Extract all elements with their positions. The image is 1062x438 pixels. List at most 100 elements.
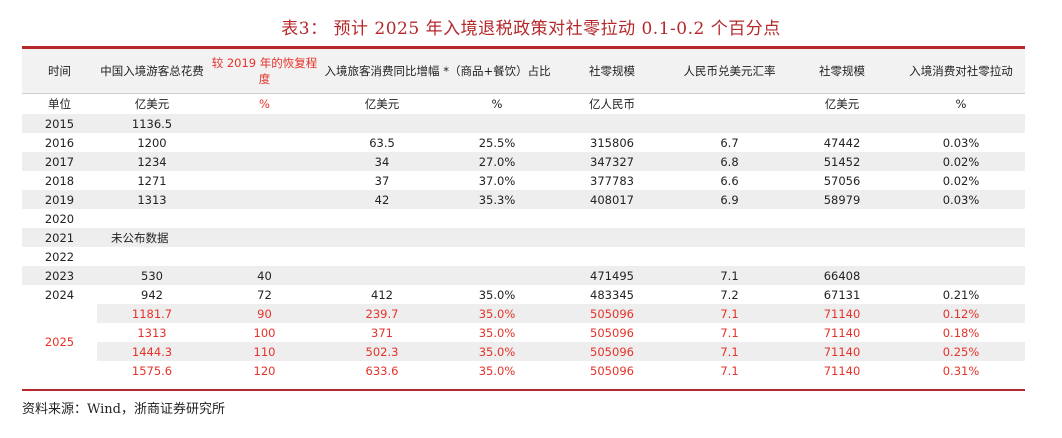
table-cell	[787, 228, 897, 247]
unit-cell: 亿美元	[97, 93, 207, 114]
table-cell	[442, 266, 552, 285]
table-cell	[552, 228, 672, 247]
table-cell: 66408	[787, 266, 897, 285]
year-cell: 2025	[22, 304, 97, 380]
table-cell: 100	[253, 325, 276, 340]
table-cell	[787, 209, 897, 228]
table-cell: 1313	[97, 190, 207, 209]
table-cell: 0.03%	[897, 190, 1025, 209]
table-cell	[207, 133, 322, 152]
table-cell: 7.1	[720, 363, 739, 378]
unit-cell	[672, 93, 787, 114]
table-cell: 1234	[97, 152, 207, 171]
table-cell	[897, 266, 1025, 285]
forecast-row: 1444.3 110 502.3 35.0% 505096 7.1 71140 0.25%	[22, 342, 1025, 361]
table-cell	[207, 228, 322, 247]
header-cell: 社零规模	[552, 49, 672, 94]
table-row: 2015 1136.5	[22, 114, 1025, 133]
table-cell: 27.0%	[442, 152, 552, 171]
table-cell	[207, 114, 322, 133]
table-cell: 37.0%	[478, 173, 516, 188]
table-cell	[322, 114, 442, 133]
table-cell	[442, 209, 552, 228]
table-cell: 37	[374, 173, 390, 188]
header-cell: 时间	[22, 49, 97, 94]
table-cell: 483345	[590, 287, 634, 302]
unit-cell: %	[442, 93, 552, 114]
table-cell	[672, 114, 787, 133]
table-cell: 408017	[552, 190, 672, 209]
data-table: 时间 中国入境游客总花费 较 2019 年的恢复程度 入境旅客消费同比增幅 *（…	[22, 49, 1025, 380]
table-cell	[672, 209, 787, 228]
table-cell: 0.03%	[942, 135, 980, 150]
table-cell: 1200	[137, 135, 167, 150]
table-row: 2022	[22, 247, 1025, 266]
table-cell: 67131	[823, 287, 861, 302]
table-cell: 505096	[590, 325, 634, 340]
table-cell: 40	[207, 266, 322, 285]
table-cell: 35.0%	[478, 325, 516, 340]
table-cell	[787, 247, 897, 266]
table-cell	[207, 152, 322, 171]
table-cell: 1575.6	[131, 363, 173, 378]
year-cell: 2016	[44, 135, 75, 150]
table-cell: 35.3%	[442, 190, 552, 209]
table-cell: 1271	[137, 173, 167, 188]
table-cell: 942	[141, 287, 163, 302]
table-cell: 471495	[552, 266, 672, 285]
year-cell: 2020	[44, 211, 75, 226]
table-cell: 377783	[590, 173, 634, 188]
table-cell: 505096	[552, 304, 672, 323]
table-cell	[897, 209, 1025, 228]
table-cell: 47442	[823, 135, 861, 150]
table-cell: 72	[257, 287, 272, 302]
table-cell: 505096	[552, 342, 672, 361]
table-cell: 34	[322, 152, 442, 171]
table-cell	[322, 247, 442, 266]
table-cell: 35.0%	[442, 342, 552, 361]
table-cell: 35.0%	[478, 287, 516, 302]
table-cell: 6.9	[672, 190, 787, 209]
table-cell: 0.21%	[942, 287, 980, 302]
unit-cell: %	[207, 93, 322, 114]
table-cell	[552, 114, 672, 133]
unit-row: 单位 亿美元 % 亿美元 % 亿人民币 亿美元 %	[22, 93, 1025, 114]
table-cell	[552, 209, 672, 228]
table-cell	[442, 228, 552, 247]
table-cell: 71140	[823, 325, 861, 340]
table-cell	[207, 209, 322, 228]
table-cell	[322, 209, 442, 228]
table-cell: 71140	[787, 304, 897, 323]
table-row: 2017 1234 34 27.0% 347327 6.8 51452 0.02%	[22, 152, 1025, 171]
table-cell: 6.6	[720, 173, 739, 188]
unit-cell: 单位	[22, 93, 97, 114]
year-cell: 2024	[44, 287, 75, 302]
table-cell	[897, 114, 1025, 133]
table-cell: 347327	[552, 152, 672, 171]
table-cell	[442, 114, 552, 133]
unit-cell: 亿美元	[787, 93, 897, 114]
table-cell: 371	[371, 325, 393, 340]
header-cell: 入境消费对社零拉动	[897, 49, 1025, 94]
table-row: 2024 942 72 412 35.0% 483345 7.2 67131 0.21%	[22, 285, 1025, 304]
table-row: 2023 530 40 471495 7.1 66408	[22, 266, 1025, 285]
table-row: 2016 1200 63.5 25.5% 315806 6.7 47442 0.03%	[22, 133, 1025, 152]
source-note: 资料来源：Wind，浙商证券研究所	[22, 402, 225, 417]
table-cell: 7.1	[672, 304, 787, 323]
table-cell: 6.8	[672, 152, 787, 171]
year-cell: 2018	[44, 173, 75, 188]
table-cell: 71140	[823, 363, 861, 378]
unit-cell: 亿人民币	[552, 93, 672, 114]
table-cell: 1136.5	[97, 114, 207, 133]
table-cell: 502.3	[322, 342, 442, 361]
table-cell: 505096	[590, 363, 634, 378]
table-title: 表3： 预计 2025 年入境退税政策对社零拉动 0.1-0.2 个百分点	[281, 19, 781, 39]
table-cell: 7.1	[672, 342, 787, 361]
table-cell: 0.02%	[942, 173, 980, 188]
table-cell: 315806	[590, 135, 634, 150]
year-cell: 2021	[22, 228, 97, 247]
table-cell: 7.2	[720, 287, 739, 302]
table-cell	[552, 247, 672, 266]
table-cell: 1444.3	[97, 342, 207, 361]
table-cell: 51452	[787, 152, 897, 171]
